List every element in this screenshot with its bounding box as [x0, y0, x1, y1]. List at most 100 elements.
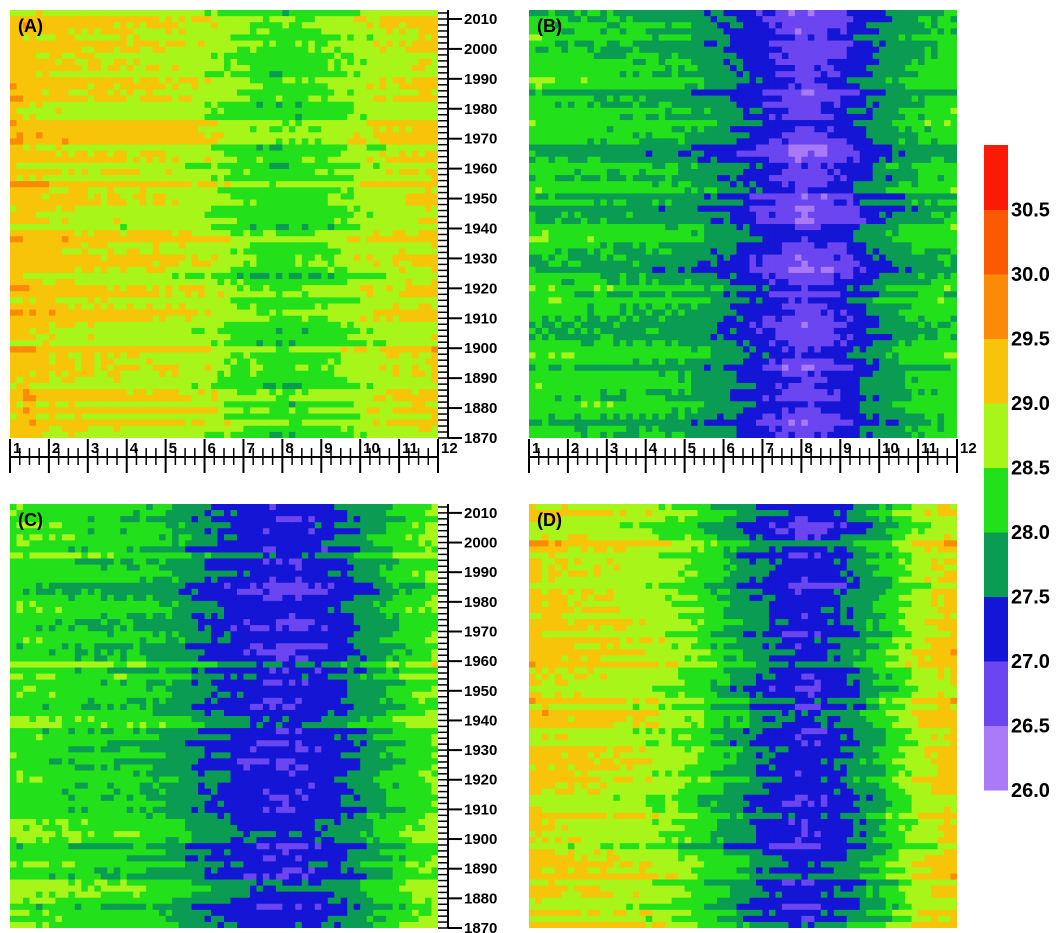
heatmap-cell	[100, 272, 108, 280]
heatmap-cell	[321, 211, 329, 219]
heatmap-cell	[256, 401, 264, 409]
heatmap-cell	[314, 321, 322, 329]
heatmap-cell	[347, 71, 355, 78]
heatmap-cell	[412, 346, 420, 353]
heatmap-cell	[48, 419, 56, 427]
heatmap-cell	[353, 254, 361, 262]
heatmap-cell	[288, 156, 296, 164]
heatmap-cell	[340, 187, 348, 195]
heatmap-cell	[185, 107, 193, 115]
heatmap-cell	[224, 334, 232, 341]
heatmap-cell	[295, 150, 303, 158]
heatmap-cell	[353, 187, 361, 195]
heatmap-cell	[425, 236, 433, 243]
heatmap-cell	[113, 107, 121, 115]
heatmap-cell	[61, 40, 69, 48]
heatmap-cell	[191, 22, 199, 29]
heatmap-cell	[120, 175, 128, 182]
heatmap-cell	[165, 382, 173, 390]
heatmap-cell	[399, 168, 407, 176]
heatmap-cell	[191, 419, 199, 427]
heatmap-cell	[198, 150, 206, 158]
heatmap-cell	[81, 407, 89, 415]
heatmap-cell	[360, 52, 368, 60]
heatmap-cell	[379, 279, 387, 286]
heatmap-cell	[22, 138, 31, 146]
heatmap-cell	[224, 419, 232, 427]
heatmap-cell	[68, 334, 76, 341]
heatmap-cell	[48, 193, 56, 201]
heatmap-cell	[334, 334, 342, 341]
heatmap-cell	[126, 199, 134, 207]
heatmap-cell	[781, 34, 789, 42]
heatmap-cell	[185, 260, 193, 268]
heatmap-cell	[392, 22, 400, 29]
heatmap-cell	[172, 113, 180, 121]
heatmap-cell	[580, 40, 588, 48]
heatmap-cell	[885, 22, 893, 29]
heatmap-cell	[185, 297, 193, 305]
heatmap-cell	[275, 150, 283, 158]
heatmap-cell	[334, 113, 342, 121]
heatmap-cell	[781, 16, 789, 23]
heatmap-cell	[360, 120, 368, 127]
heatmap-cell	[48, 340, 56, 347]
heatmap-cell	[165, 236, 173, 243]
heatmap-cell	[321, 321, 329, 329]
heatmap-cell	[146, 101, 154, 109]
heatmap-cell	[211, 334, 219, 341]
heatmap-cell	[191, 10, 199, 17]
heatmap-cell	[301, 297, 309, 305]
heatmap-cell	[10, 83, 18, 91]
heatmap-cell	[295, 321, 303, 329]
heatmap-cell	[321, 425, 329, 433]
heatmap-cell	[198, 101, 206, 109]
heatmap-cell	[282, 315, 290, 323]
heatmap-cell	[100, 150, 108, 158]
heatmap-cell	[820, 16, 828, 23]
heatmap-cell	[10, 16, 18, 23]
heatmap-cell	[204, 211, 212, 219]
heatmap-cell	[379, 297, 387, 305]
heatmap-cell	[256, 65, 264, 72]
heatmap-cell	[217, 236, 225, 243]
heatmap-cell	[288, 297, 296, 305]
heatmap-cell	[55, 303, 63, 311]
heatmap-cell	[249, 315, 258, 323]
heatmap-cell	[418, 52, 426, 60]
heatmap-cell	[399, 291, 407, 298]
heatmap-cell	[392, 199, 400, 207]
heatmap-cell	[399, 346, 407, 353]
heatmap-cell	[107, 254, 115, 262]
heatmap-cell	[107, 272, 115, 280]
heatmap-cell	[55, 46, 63, 54]
heatmap-cell	[425, 376, 433, 384]
heatmap-cell	[10, 65, 18, 72]
heatmap-cell	[224, 236, 232, 243]
heatmap-cell	[373, 156, 381, 164]
heatmap-cell	[314, 126, 322, 133]
heatmap-cell	[133, 236, 141, 243]
heatmap-cell	[165, 376, 173, 384]
heatmap-cell	[159, 107, 167, 115]
heatmap-cell	[775, 10, 783, 17]
heatmap-cell	[29, 260, 37, 268]
heatmap-cell	[347, 113, 355, 121]
heatmap-cell	[68, 358, 76, 366]
heatmap-cell	[204, 10, 212, 17]
heatmap-cell	[431, 199, 438, 207]
heatmap-cell	[613, 34, 621, 42]
heatmap-cell	[282, 321, 290, 329]
heatmap-cell	[665, 10, 673, 17]
heatmap-cell	[723, 28, 731, 36]
heatmap-cell	[94, 95, 102, 103]
heatmap-cell	[262, 242, 270, 250]
heatmap-cell	[48, 156, 56, 164]
heatmap-cell	[217, 309, 225, 317]
heatmap-cell	[94, 291, 102, 298]
heatmap-cell	[243, 260, 251, 268]
heatmap-cell	[347, 419, 355, 427]
heatmap-cell	[126, 230, 134, 237]
heatmap-cell	[678, 28, 686, 36]
heatmap-cell	[29, 58, 37, 66]
